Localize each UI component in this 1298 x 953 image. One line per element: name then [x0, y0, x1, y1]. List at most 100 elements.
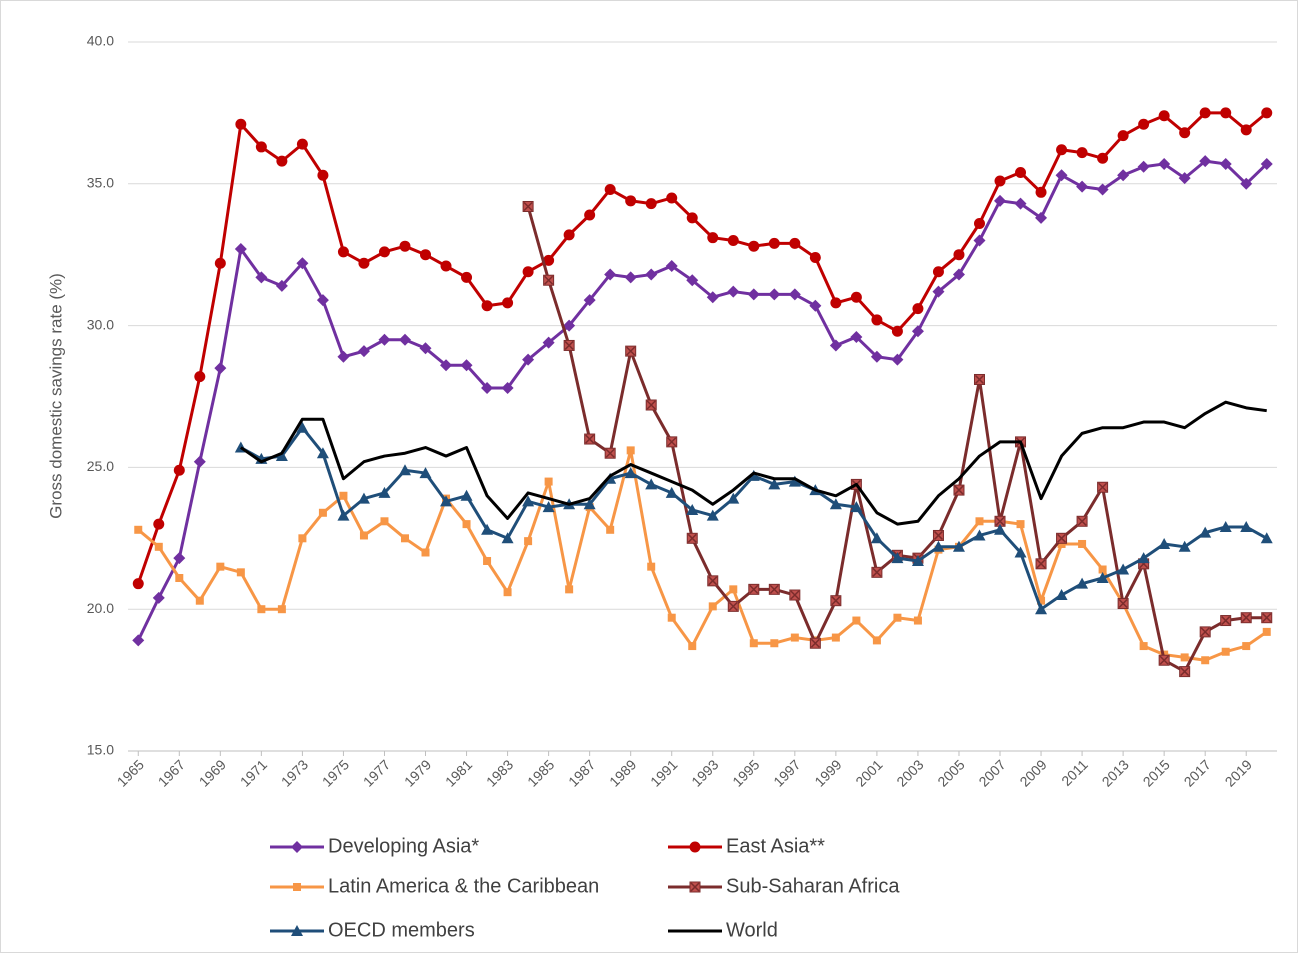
marker — [419, 467, 432, 479]
marker — [708, 602, 717, 611]
marker — [173, 464, 185, 476]
marker — [1138, 118, 1150, 130]
marker — [542, 336, 555, 349]
marker — [195, 596, 204, 605]
marker — [1179, 666, 1191, 678]
marker — [316, 294, 329, 307]
marker — [358, 257, 370, 269]
marker — [154, 542, 163, 551]
marker-cross — [1057, 533, 1067, 543]
marker — [852, 616, 861, 625]
marker — [994, 175, 1006, 187]
marker — [544, 477, 553, 486]
marker — [913, 616, 922, 625]
marker — [1199, 107, 1211, 119]
marker — [380, 517, 389, 526]
marker — [1015, 166, 1027, 178]
marker — [440, 495, 453, 507]
marker — [870, 532, 883, 544]
marker — [625, 345, 637, 357]
marker — [707, 575, 719, 587]
marker — [831, 633, 840, 642]
marker — [1180, 653, 1189, 662]
marker — [1057, 539, 1066, 548]
marker — [850, 291, 862, 303]
marker-cross — [1180, 667, 1190, 677]
marker — [770, 639, 779, 648]
marker — [132, 578, 144, 590]
marker — [645, 198, 657, 210]
marker — [291, 841, 303, 853]
marker — [911, 554, 924, 566]
marker-cross — [626, 346, 636, 356]
marker — [686, 212, 698, 224]
marker — [152, 591, 165, 604]
marker — [689, 881, 701, 893]
marker — [153, 518, 165, 530]
marker — [911, 325, 924, 338]
marker — [543, 254, 555, 266]
series-line — [239, 400, 1267, 526]
marker — [1199, 526, 1212, 538]
marker — [973, 373, 985, 385]
marker-cross — [728, 601, 738, 611]
marker — [1096, 572, 1109, 584]
marker — [460, 359, 473, 372]
marker — [460, 489, 473, 501]
marker — [830, 595, 842, 607]
marker — [543, 274, 555, 286]
marker — [522, 353, 535, 366]
marker — [1219, 520, 1232, 532]
marker — [1117, 169, 1130, 182]
marker — [686, 532, 698, 544]
marker — [1016, 520, 1025, 529]
marker — [339, 491, 348, 500]
marker — [829, 498, 842, 510]
marker — [624, 467, 637, 479]
marker — [419, 342, 432, 355]
marker — [378, 246, 390, 258]
marker — [1137, 160, 1150, 173]
marker — [973, 218, 985, 230]
marker — [1199, 626, 1211, 638]
marker — [357, 345, 370, 358]
marker — [277, 605, 286, 614]
marker — [1056, 532, 1068, 544]
marker — [563, 339, 575, 351]
marker — [481, 300, 493, 312]
marker-cross — [1036, 559, 1046, 569]
marker — [645, 478, 658, 490]
marker-cross — [1200, 627, 1210, 637]
marker-cross — [933, 530, 943, 540]
marker — [891, 353, 904, 366]
marker — [748, 583, 760, 595]
marker — [524, 537, 533, 546]
marker — [932, 285, 945, 298]
marker — [1178, 172, 1191, 185]
marker — [666, 192, 678, 204]
marker — [932, 266, 944, 278]
marker — [1076, 147, 1088, 159]
marker — [501, 381, 514, 394]
y-axis-label: Gross domestic savings rate (%) — [46, 273, 65, 519]
marker — [973, 234, 986, 247]
marker — [1035, 186, 1047, 198]
marker — [1014, 546, 1027, 558]
marker — [1240, 124, 1252, 136]
marker — [399, 240, 411, 252]
marker — [194, 371, 206, 383]
marker — [975, 517, 984, 526]
marker — [1117, 598, 1129, 610]
marker — [749, 639, 758, 648]
marker — [686, 274, 699, 287]
marker-cross — [687, 533, 697, 543]
marker — [584, 209, 596, 221]
marker — [871, 314, 883, 326]
marker — [175, 574, 184, 583]
marker — [1098, 565, 1107, 574]
marker-cross — [831, 596, 841, 606]
marker — [400, 534, 409, 543]
marker — [727, 235, 739, 247]
y-tick-label: 40.0 — [87, 33, 114, 49]
